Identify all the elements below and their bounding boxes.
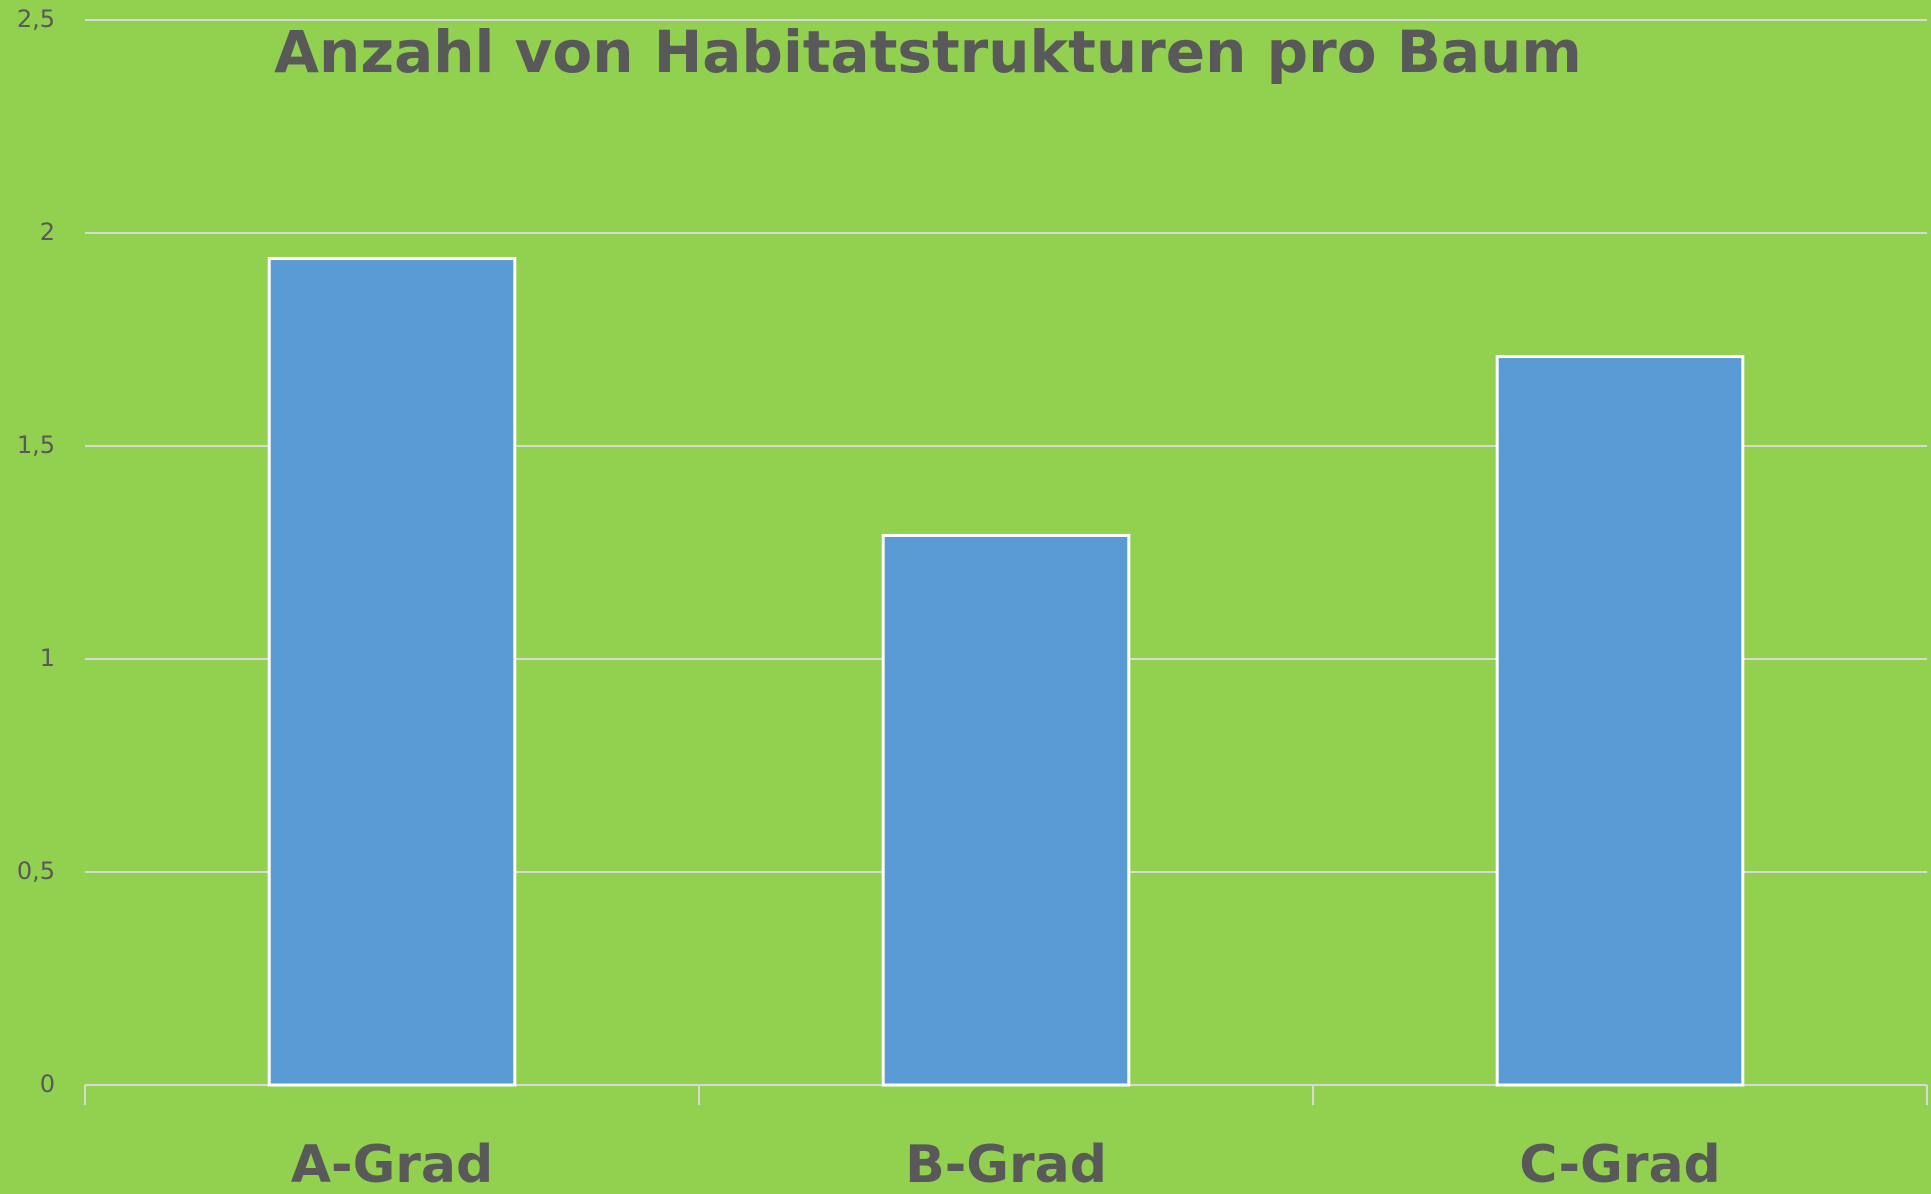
- y-tick-label: 2,5: [17, 5, 55, 33]
- bar: [881, 533, 1131, 1087]
- x-tick-label: B-Grad: [905, 1135, 1107, 1194]
- y-tick-label: 0: [40, 1070, 55, 1098]
- x-tick-label: A-Grad: [291, 1135, 493, 1194]
- bar: [267, 257, 517, 1087]
- bar: [1495, 355, 1745, 1087]
- x-tick-label: C-Grad: [1519, 1135, 1721, 1194]
- y-tick-label: 0,5: [17, 857, 55, 885]
- y-tick-label: 1,5: [17, 431, 55, 459]
- chart-title: Anzahl von Habitatstrukturen pro Baum: [274, 18, 1582, 86]
- y-tick-label: 1: [40, 644, 55, 672]
- y-tick-label: 2: [40, 218, 55, 246]
